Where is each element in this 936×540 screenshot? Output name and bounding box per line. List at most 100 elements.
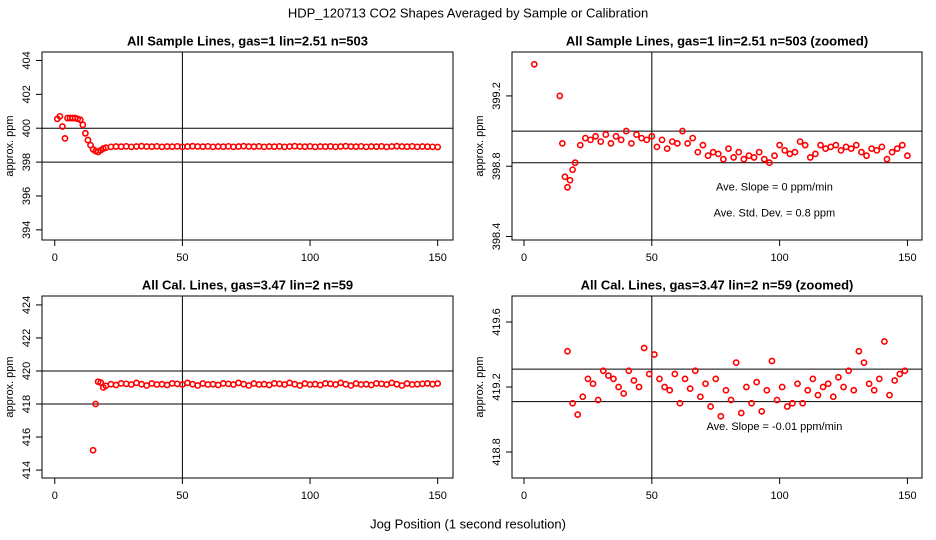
figure-title: HDP_120713 CO2 Shapes Averaged by Sample… [288,5,648,20]
data-point [755,148,763,156]
data-point [671,370,679,378]
data-point [771,152,778,160]
data-point [702,380,709,388]
data-point [760,155,768,163]
data-point [740,155,748,163]
data-point [620,390,628,397]
data-point [835,373,842,381]
data-point [615,383,622,391]
y-tick-label: 399.2 [491,82,503,110]
data-point [773,396,781,404]
x-tick-label: 0 [52,252,58,264]
data-point [881,338,888,345]
y-tick-label: 424 [21,296,33,314]
data-point [602,131,610,138]
data-point [681,375,689,383]
data-point [645,370,653,378]
data-point [712,375,720,383]
plot-area [512,52,922,240]
data-point [558,139,566,147]
data-point [750,154,758,161]
data-point [799,399,807,407]
data-point [837,146,845,154]
data-point [812,150,819,158]
data-point [719,155,727,163]
data-point [699,141,707,149]
data-point [676,399,684,407]
y-axis-label: approx. ppm [4,356,16,417]
data-point [663,145,671,153]
data-point [627,139,635,147]
data-point [571,159,579,167]
data-point [875,375,883,383]
data-point [81,129,89,137]
data-point [776,141,784,149]
data-point [579,393,587,401]
data-point [824,380,832,388]
data-point [817,141,824,149]
data-point [725,145,732,153]
data-point [707,403,715,410]
data-point [819,383,827,391]
data-point [904,152,911,160]
data-point [658,136,666,144]
data-point [61,134,69,142]
data-point [845,367,853,375]
data-point [860,359,868,367]
data-point [737,409,745,417]
x-tick-label: 150 [898,490,916,502]
data-point [617,136,625,144]
data-point [566,176,574,184]
data-point [666,386,674,394]
y-tick-label: 404 [21,51,33,69]
x-tick-label: 50 [176,252,188,264]
data-point [732,359,740,367]
data-point [640,344,648,352]
data-point [758,407,766,415]
data-point [742,383,750,391]
annotation: Ave. Std. Dev. = 0.8 ppm [714,208,836,220]
data-point [564,183,571,191]
data-point [796,138,804,146]
data-point [597,138,605,146]
data-point [635,383,643,391]
data-point [592,132,599,140]
data-point [599,367,607,375]
data-point [763,386,771,394]
plot-frame [41,51,454,241]
data-point [661,383,668,391]
data-point [633,131,640,138]
data-point [434,380,442,387]
data-point [778,383,786,391]
data-point [863,152,870,160]
data-point [612,132,620,140]
data-point [589,380,597,388]
data-point [730,154,738,161]
data-point [622,127,630,135]
data-point [717,412,725,420]
data-point [59,123,66,130]
panel-title: All Sample Lines, gas=1 lin=2.51 n=503 [127,33,368,48]
data-point [653,143,661,151]
y-tick-label: 400 [21,119,33,137]
data-point [791,148,799,156]
data-point [694,148,702,156]
data-point [809,375,817,383]
data-point [789,399,796,407]
data-point [766,159,773,167]
data-point [748,399,755,407]
y-tick-label: 418 [21,395,33,413]
data-point [569,399,576,407]
x-tick-label: 100 [770,252,788,264]
data-point [607,139,615,147]
data-point [650,351,658,358]
y-tick-label: 398.4 [491,223,503,251]
data-point [753,378,761,386]
x-tick-label: 150 [429,490,447,502]
y-axis-label: approx. ppm [474,356,486,417]
data-point [561,173,569,181]
data-point [888,148,896,156]
data-point [801,141,809,149]
data-point [689,134,697,142]
